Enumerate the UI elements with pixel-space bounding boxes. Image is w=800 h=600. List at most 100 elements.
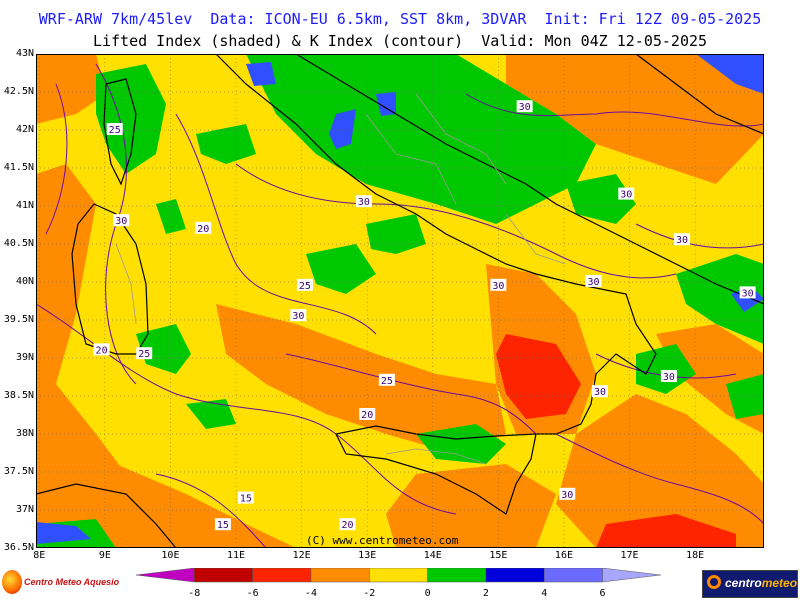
k-index-contour-label: 30 [674,233,691,246]
latitude-label: 37.5N [3,466,34,477]
k-index-contour-label: 25 [296,278,313,292]
colorbar-segment [310,568,370,583]
longitude-label: 18E [686,550,705,561]
latitude-label: 40.5N [3,238,34,249]
coastline-sicily [335,425,537,515]
coastline-corsica [103,78,137,186]
regional-border [415,93,507,185]
contour-label-text: 30 [519,102,531,113]
li-area-green [136,324,191,374]
longitude-label: 12E [292,550,311,561]
li-area-red [596,514,736,548]
contour-label-background [355,195,372,208]
contour-label-background [237,491,254,504]
li-area-green [726,374,764,419]
centrometeo-logo: centrometeo [702,570,798,598]
contour-label-background [660,370,677,382]
contour-label-text: 20 [96,345,108,356]
k-index-contour [635,223,764,249]
latitude-label: 38N [15,428,34,439]
k-index-contour-label: 30 [113,214,130,227]
contour-label-background [195,221,212,234]
li-area-green [636,344,696,394]
forecast-map: 25 30 20 30 25 30 20 25 25 20 30 30 30 30 30 30 30 30 30 15… [36,54,764,548]
contour-label-background [339,518,356,531]
contour-label-background [378,373,395,386]
k-index-contour-label: 30 [585,275,602,288]
regional-border [385,448,487,465]
li-area-green [156,199,186,234]
contour-label-text: 30 [561,490,573,501]
contour-label-text: 20 [361,410,373,421]
latitude-label: 39N [15,352,34,363]
li-area-blue [246,62,276,86]
li-area-red [496,334,581,419]
colorbar-segment [485,568,545,583]
colorbar-tick-label: 6 [600,588,606,598]
colorbar-tick-label: -4 [305,588,317,598]
contour-label-text: 30 [676,235,688,246]
k-index-contour [155,473,267,548]
contour-label-background [585,275,602,287]
k-index-contour [555,433,764,525]
contour-label-background [592,385,609,398]
contour-label-background [739,286,756,299]
k-index-contour [175,113,377,335]
latitude-label: 43N [15,48,34,59]
latitude-label: 37N [15,504,34,515]
colorbar-tick-label: 0 [425,588,431,598]
longitude-label: 13E [358,550,377,561]
li-area-orange [36,164,126,504]
contour-label-background [674,233,691,246]
map-title-line-2: Lifted Index (shaded) & K Index (contour… [92,32,708,50]
contour-label-text: 25 [299,281,311,292]
li-area-green [416,424,506,464]
centro-meteo-aquesio-logo: Centro Meteo Aquesio [2,568,132,596]
coastline-africa [36,483,177,548]
colorbar-tick-label: -2 [363,588,375,598]
k-index-contour-label: 30 [660,370,677,383]
longitude-label: 10E [161,550,180,561]
li-area-green [676,254,764,344]
k-index-contour [285,353,537,435]
li-area-blue [696,54,764,94]
longitude-label: 14E [423,550,442,561]
contour-label-background [290,309,307,322]
contour-label-text: 15 [240,494,252,505]
contour-label-text: 20 [342,520,354,531]
li-area-blue [376,92,396,116]
colorbar-segment [194,568,253,583]
latitude-label: 41.5N [3,162,34,173]
coastline-sardinia [71,203,149,355]
k-index-contour-label: 20 [93,343,110,356]
colorbar-segment [369,568,428,583]
latitude-label: 40N [15,276,34,287]
k-index-contour [45,83,68,235]
longitude-label: 11E [227,550,246,561]
longitude-label: 9E [98,550,111,561]
k-index-contour-label: 25 [378,373,395,387]
contour-label-background [618,187,635,200]
regional-border [365,113,457,205]
contour-label-background [113,214,130,227]
regional-border [115,243,137,325]
li-area-orange [216,304,506,454]
k-index-contour-label: 30 [592,385,609,398]
k-index-contour-label: 30 [490,278,507,292]
lifted-index-colorbar: -8 -6 -4 -2 0 2 4 6 [136,568,661,598]
li-area-green [96,64,166,174]
regional-border [505,213,567,265]
latitude-label: 41N [15,200,34,211]
colorbar-tick-label: -6 [247,588,259,598]
copyright-watermark: (C) www.centrometeo.com [306,534,459,547]
li-area-green [196,124,256,164]
contour-label-text: 25 [381,376,393,387]
latitude-label: 39.5N [3,314,34,325]
contour-label-text: 25 [138,349,150,360]
contour-label-background [296,278,313,291]
k-index-contour-label: 20 [339,518,356,531]
k-index-contour-label: 20 [195,221,212,235]
contour-label-text: 30 [587,277,599,288]
contour-label-text: 30 [742,288,754,299]
k-index-contour-label: 30 [739,286,756,299]
